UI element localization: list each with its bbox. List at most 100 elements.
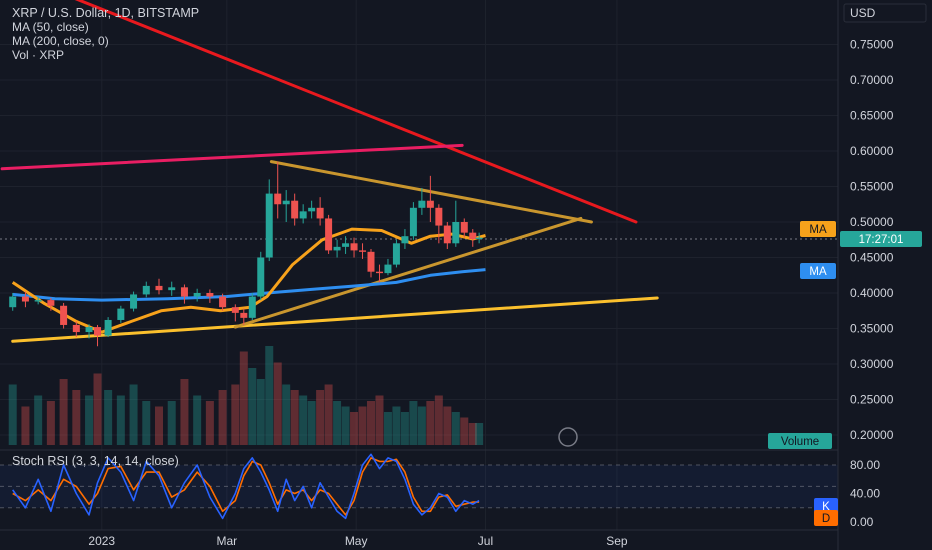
- candle-body: [117, 308, 125, 320]
- price-tick-label: 0.45000: [850, 251, 894, 265]
- candle-body: [104, 319, 112, 336]
- stoch-rsi-legend[interactable]: Stoch RSI (3, 3, 14, 14, close): [12, 454, 179, 468]
- volume-bar: [59, 379, 68, 445]
- volume-bar: [299, 395, 308, 445]
- volume-bar: [324, 384, 333, 445]
- price-tick-label: 0.70000: [850, 73, 894, 87]
- volume-bar: [400, 412, 409, 445]
- trendline-drawings[interactable]: [0, 0, 659, 343]
- volume-bar: [239, 351, 248, 445]
- chart-grid: [0, 0, 838, 530]
- volume-bar: [434, 395, 443, 445]
- ma200-line: [12, 268, 486, 302]
- volume-bar: [104, 390, 113, 445]
- candle-body: [21, 296, 29, 302]
- candle-body: [130, 294, 138, 309]
- candle-body: [155, 285, 163, 291]
- volume-bar: [443, 406, 452, 445]
- rsi-tick-label: 40.00: [850, 487, 880, 501]
- volume-bar: [155, 406, 163, 445]
- candle-body: [460, 222, 468, 233]
- volume-bar: [460, 417, 469, 445]
- volume-bar: [367, 401, 375, 445]
- price-tick-label: 0.50000: [850, 215, 894, 229]
- volume-bar: [256, 379, 265, 445]
- candle-body: [342, 243, 350, 247]
- volume-bar: [93, 373, 102, 445]
- time-axis: 2023 Mar May Jul Sep: [0, 529, 838, 548]
- price-tick-label: 0.40000: [850, 286, 894, 300]
- volume-badge: Volume: [781, 436, 819, 448]
- chart-title: XRP / U.S. Dollar, 1D, BITSTAMP: [12, 6, 200, 20]
- candle-body: [299, 211, 307, 219]
- candle-body: [60, 305, 68, 325]
- time-tick-label: May: [345, 534, 368, 548]
- price-tick-label: 0.25000: [850, 393, 894, 407]
- candle-body: [34, 300, 42, 302]
- rsi-tick-label: 80.00: [850, 458, 880, 472]
- candle-body: [180, 287, 188, 297]
- volume-bar: [307, 401, 316, 445]
- candle-body: [248, 296, 256, 318]
- candle-body: [206, 293, 214, 297]
- ma50-legend[interactable]: MA (50, close): [12, 20, 89, 34]
- currency-label: USD: [850, 6, 876, 20]
- candle-body: [426, 200, 434, 208]
- ma50-line: [11, 227, 486, 334]
- volume-bar: [392, 406, 401, 445]
- volume-bar: [375, 395, 384, 445]
- volume-bars: [8, 346, 484, 445]
- volume-bar: [8, 384, 17, 445]
- candle-body: [291, 200, 299, 219]
- volume-bar: [468, 423, 477, 445]
- moving-averages: [11, 227, 486, 520]
- volume-legend[interactable]: Vol · XRP: [12, 48, 65, 62]
- volume-bar: [129, 384, 138, 445]
- price-tick-label: 0.30000: [850, 357, 894, 371]
- volume-bar: [218, 390, 227, 445]
- candle-body: [274, 193, 282, 205]
- ma200-badge: MA: [809, 266, 827, 278]
- volume-bar: [358, 406, 367, 445]
- candle-body: [452, 222, 460, 244]
- volume-bar: [316, 390, 325, 445]
- ma200-badge-background: [800, 263, 836, 279]
- ma50-badge-background: [800, 221, 836, 237]
- volume-bar: [341, 406, 350, 445]
- candle-body: [9, 296, 17, 308]
- candle-body: [257, 257, 265, 297]
- ma200-legend[interactable]: MA (200, close, 0): [12, 34, 109, 48]
- candlesticks: [9, 161, 483, 347]
- volume-bar: [282, 384, 291, 445]
- volume-bar: [34, 395, 43, 445]
- candle-body: [350, 243, 358, 251]
- countdown-badge: 17:27:01: [859, 234, 904, 246]
- price-tick-label: 0.35000: [850, 322, 894, 336]
- volume-bar: [475, 423, 484, 445]
- price-tick-label: 0.75000: [850, 38, 894, 52]
- candle-body: [409, 207, 417, 237]
- volume-bar: [333, 401, 342, 445]
- d-badge-background: [814, 510, 838, 526]
- candle-body: [475, 237, 483, 240]
- pink-resistance-trendline: [0, 143, 464, 171]
- price-axis: USD 0.75000 0.70000 0.65000 0.60000 0.55000 0.…: [837, 0, 932, 550]
- candle-body: [142, 285, 150, 295]
- volume-bar: [46, 401, 55, 445]
- currency-selector: [843, 3, 927, 23]
- price-tick-label: 0.60000: [850, 144, 894, 158]
- volume-bar: [205, 401, 214, 445]
- time-tick-label: 2023: [88, 534, 115, 548]
- candle-body: [333, 246, 341, 251]
- candle-body: [231, 307, 239, 313]
- volume-bar: [409, 401, 418, 445]
- time-tick-label: Mar: [217, 534, 238, 548]
- volume-bar: [290, 390, 299, 445]
- volume-bar: [265, 346, 274, 445]
- candle-body: [282, 200, 290, 205]
- lightning-icon: [558, 427, 578, 447]
- price-badges: MA 17:27:01 MA Volume KD: [558, 221, 922, 526]
- candle-body: [316, 207, 324, 219]
- candle-body: [168, 287, 176, 291]
